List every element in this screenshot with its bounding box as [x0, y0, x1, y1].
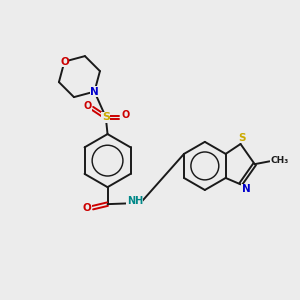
Text: O: O — [60, 57, 69, 67]
Text: O: O — [122, 110, 130, 120]
Text: O: O — [84, 101, 92, 111]
Text: CH₃: CH₃ — [270, 156, 289, 165]
Text: N: N — [90, 87, 99, 97]
Text: O: O — [82, 203, 91, 213]
Text: N: N — [242, 184, 250, 194]
Text: S: S — [102, 112, 110, 122]
Text: NH: NH — [127, 196, 143, 206]
Text: S: S — [238, 133, 246, 143]
